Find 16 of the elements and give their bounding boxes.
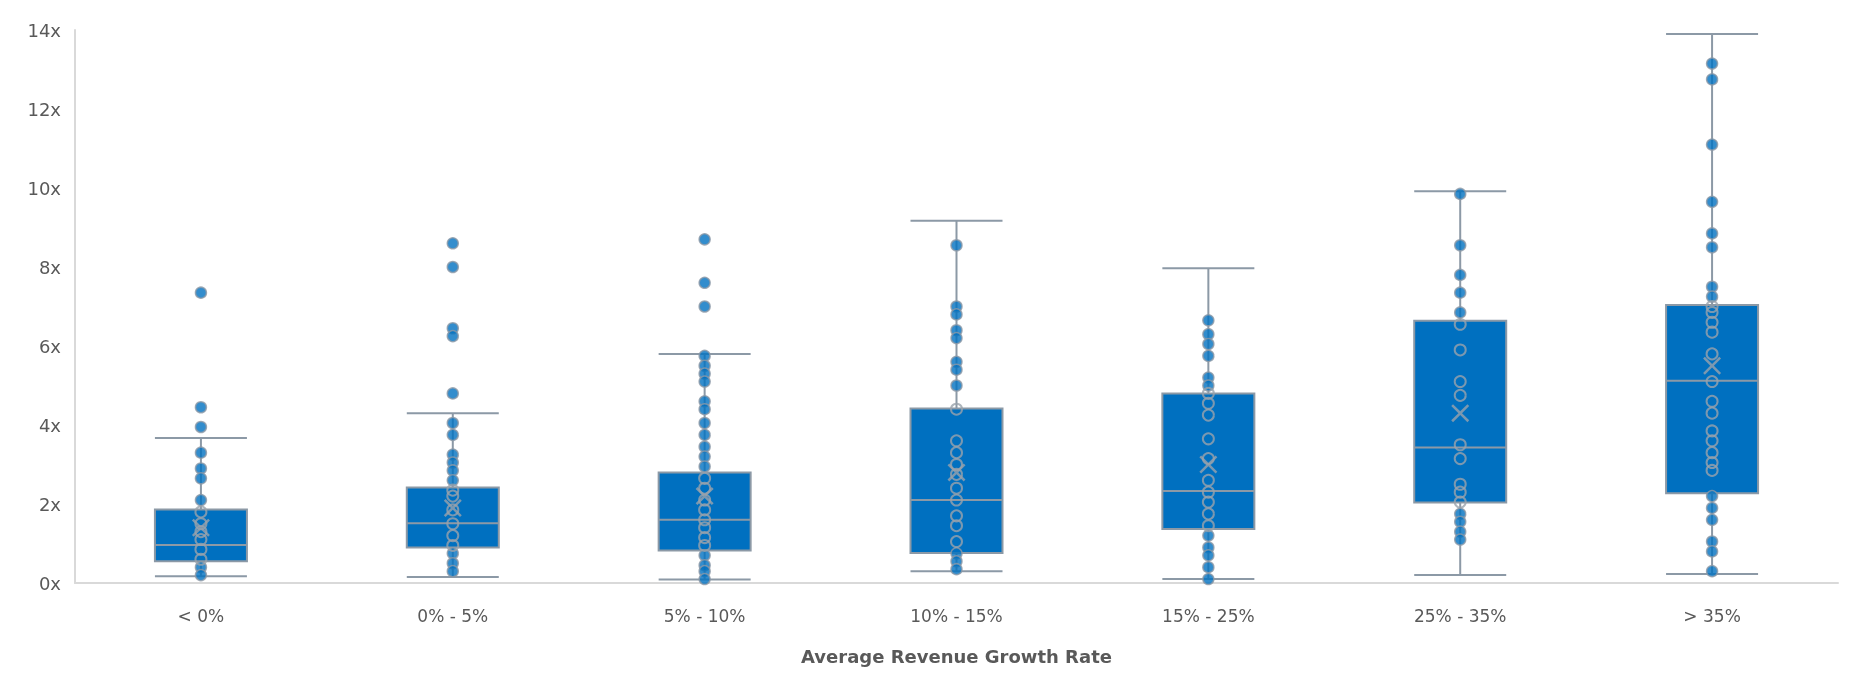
y-tick-label: 14x	[27, 19, 62, 41]
y-tick-label: 0x	[38, 572, 62, 594]
y-tick-label: 12x	[27, 98, 62, 120]
x-tick-label: 15% - 25%	[1162, 605, 1255, 626]
x-tick-label: 5% - 10%	[663, 605, 746, 626]
y-tick-label: 10x	[27, 177, 62, 199]
y-tick-label: 2x	[38, 493, 62, 515]
y-tick-label: 8x	[38, 256, 62, 278]
x-tick-label: 0% - 5%	[417, 605, 489, 626]
x-tick-label: > 35%	[1683, 605, 1741, 626]
x-tick-label: 25% - 35%	[1413, 605, 1507, 626]
y-tick-label: 6x	[38, 335, 62, 357]
x-tick-label: < 0%	[177, 605, 225, 626]
x-tick-label: 10% - 15%	[910, 605, 1003, 626]
y-tick-label: 4x	[38, 414, 62, 436]
x-axis-title: Average Revenue Growth Rate	[801, 645, 1112, 667]
